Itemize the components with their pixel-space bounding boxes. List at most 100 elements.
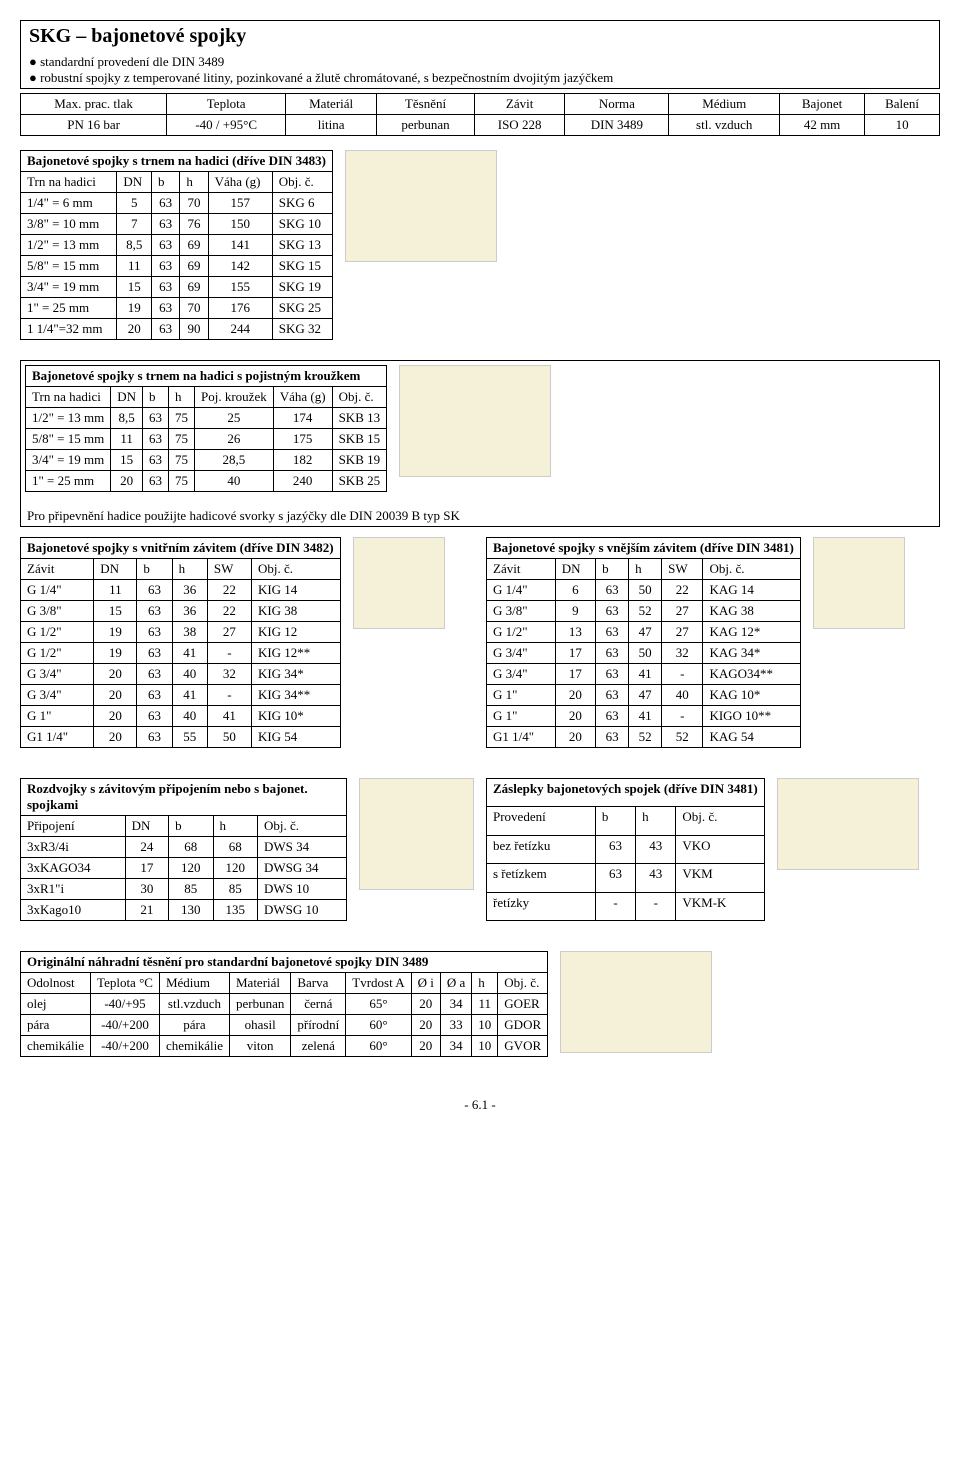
table-cell: 50 xyxy=(207,727,251,748)
table-header-row: ProvedeníbhObj. č. xyxy=(487,807,765,835)
table-cell: 141 xyxy=(208,235,272,256)
table-cell: 60° xyxy=(346,1015,411,1036)
specs-value-row: PN 16 bar -40 / +95°C litina perbunan IS… xyxy=(21,115,940,136)
table-header-cell: h xyxy=(169,387,195,408)
table-cell: 38 xyxy=(172,622,207,643)
table-cell: 63 xyxy=(137,643,172,664)
specs-header-row: Max. prac. tlak Teplota Materiál Těsnění… xyxy=(21,94,940,115)
table-header-cell: Materiál xyxy=(229,973,290,994)
table-cell: KIG 12 xyxy=(251,622,340,643)
table-row: G1 1/4"20635252KAG 54 xyxy=(487,727,801,748)
table-header-cell: Závit xyxy=(21,559,94,580)
table-cell: 21 xyxy=(125,900,168,921)
table-row: G 3/4"206341-KIG 34** xyxy=(21,685,341,706)
table-cell: 43 xyxy=(636,835,676,863)
table-cell: 63 xyxy=(137,580,172,601)
table-row: 3xKago1021130135DWSG 10 xyxy=(21,900,347,921)
table-cell: 63 xyxy=(137,727,172,748)
table-2-wrap: Bajonetové spojky s trnem na hadici s po… xyxy=(20,360,940,527)
table-cell: 9 xyxy=(555,601,595,622)
table-cell: 174 xyxy=(273,408,332,429)
table-cell: 63 xyxy=(143,408,169,429)
table-cell: VKM-K xyxy=(676,892,764,920)
table-header-cell: Ø i xyxy=(411,973,440,994)
table-cell: GDOR xyxy=(498,1015,548,1036)
table-cell: 20 xyxy=(94,727,137,748)
table-row: G 3/8"9635227KAG 38 xyxy=(487,601,801,622)
table-cell: 5/8" = 15 mm xyxy=(21,256,117,277)
table-row: chemikálie-40/+200chemikálievitonzelená6… xyxy=(21,1036,548,1057)
table-cell: 3xR1"i xyxy=(21,879,126,900)
specs-v7: 42 mm xyxy=(779,115,864,136)
table-cell: SKB 13 xyxy=(332,408,387,429)
table-cell: KAG 14 xyxy=(703,580,800,601)
product-image-7 xyxy=(560,951,712,1053)
product-image-2 xyxy=(399,365,551,477)
table-title: Bajonetové spojky s vnějším závitem (dří… xyxy=(487,538,801,559)
table-row: G 1/2"13634727KAG 12* xyxy=(487,622,801,643)
table-row: 3xR1"i308585DWS 10 xyxy=(21,879,347,900)
table-cell: řetízky xyxy=(487,892,596,920)
table-cell: 22 xyxy=(207,580,251,601)
table-cell: 52 xyxy=(629,727,662,748)
table-cell: 15 xyxy=(94,601,137,622)
specs-h0: Max. prac. tlak xyxy=(21,94,167,115)
table-cell: 63 xyxy=(152,319,180,340)
table-row: G 1"206341-KIGO 10** xyxy=(487,706,801,727)
table-cell: 90 xyxy=(180,319,208,340)
table-cell: 1 1/4"=32 mm xyxy=(21,319,117,340)
specs-v5: DIN 3489 xyxy=(565,115,669,136)
table-header-cell: Poj. kroužek xyxy=(195,387,274,408)
table-cell: 182 xyxy=(273,450,332,471)
table-cell: ohasil xyxy=(229,1015,290,1036)
table-cell: G 3/8" xyxy=(487,601,556,622)
table-cell: -40/+200 xyxy=(91,1036,160,1057)
table-row: 5/8" = 15 mm116369142SKG 15 xyxy=(21,256,333,277)
table-cell: 15 xyxy=(111,450,143,471)
table-row: 1" = 25 mm196370176SKG 25 xyxy=(21,298,333,319)
table-2: Bajonetové spojky s trnem na hadici s po… xyxy=(25,365,387,492)
table-cell: KAG 54 xyxy=(703,727,800,748)
table-cell: 150 xyxy=(208,214,272,235)
table-cell: 63 xyxy=(596,601,629,622)
table-header-cell: Obj. č. xyxy=(332,387,387,408)
table-cell: 63 xyxy=(152,277,180,298)
table-cell: 27 xyxy=(662,622,703,643)
specs-h3: Těsnění xyxy=(377,94,475,115)
table-cell: 10 xyxy=(472,1036,498,1057)
table-row: olej-40/+95stl.vzduchperbunančerná65°203… xyxy=(21,994,548,1015)
table-cell: chemikálie xyxy=(21,1036,91,1057)
table-row: řetízky--VKM-K xyxy=(487,892,765,920)
table-cell: SKG 32 xyxy=(272,319,332,340)
table-cell: G 3/4" xyxy=(487,643,556,664)
table-cell: GVOR xyxy=(498,1036,548,1057)
table-row: G 1/2"196341-KIG 12** xyxy=(21,643,341,664)
table-cell: G 1/2" xyxy=(487,622,556,643)
table-cell: olej xyxy=(21,994,91,1015)
table-cell: KIG 12** xyxy=(251,643,340,664)
table-header-cell: DN xyxy=(117,172,152,193)
table-cell: 63 xyxy=(143,450,169,471)
table-cell: VKM xyxy=(676,864,764,892)
table-cell: 68 xyxy=(169,837,213,858)
intro-box: ● standardní provedení dle DIN 3489 ● ro… xyxy=(20,52,940,89)
table-cell: 70 xyxy=(180,298,208,319)
table-cell: 176 xyxy=(208,298,272,319)
table-header-cell: b xyxy=(595,807,635,835)
product-image-5 xyxy=(359,778,474,890)
table-cell: - xyxy=(595,892,635,920)
table-cell: 17 xyxy=(555,664,595,685)
table-header-cell: h xyxy=(172,559,207,580)
table-row: 1 1/4"=32 mm206390244SKG 32 xyxy=(21,319,333,340)
table-row: G 3/4"176341-KAGO34** xyxy=(487,664,801,685)
table-cell: 11 xyxy=(472,994,498,1015)
table-header-row: Trn na hadiciDNbhVáha (g)Obj. č. xyxy=(21,172,333,193)
table-cell: perbunan xyxy=(229,994,290,1015)
product-image-3 xyxy=(353,537,445,629)
table-header-cell: b xyxy=(596,559,629,580)
table-header-cell: Teplota °C xyxy=(91,973,160,994)
table-header-cell: SW xyxy=(207,559,251,580)
table-cell: 32 xyxy=(207,664,251,685)
table-cell: KAG 34* xyxy=(703,643,800,664)
table-cell: 130 xyxy=(169,900,213,921)
